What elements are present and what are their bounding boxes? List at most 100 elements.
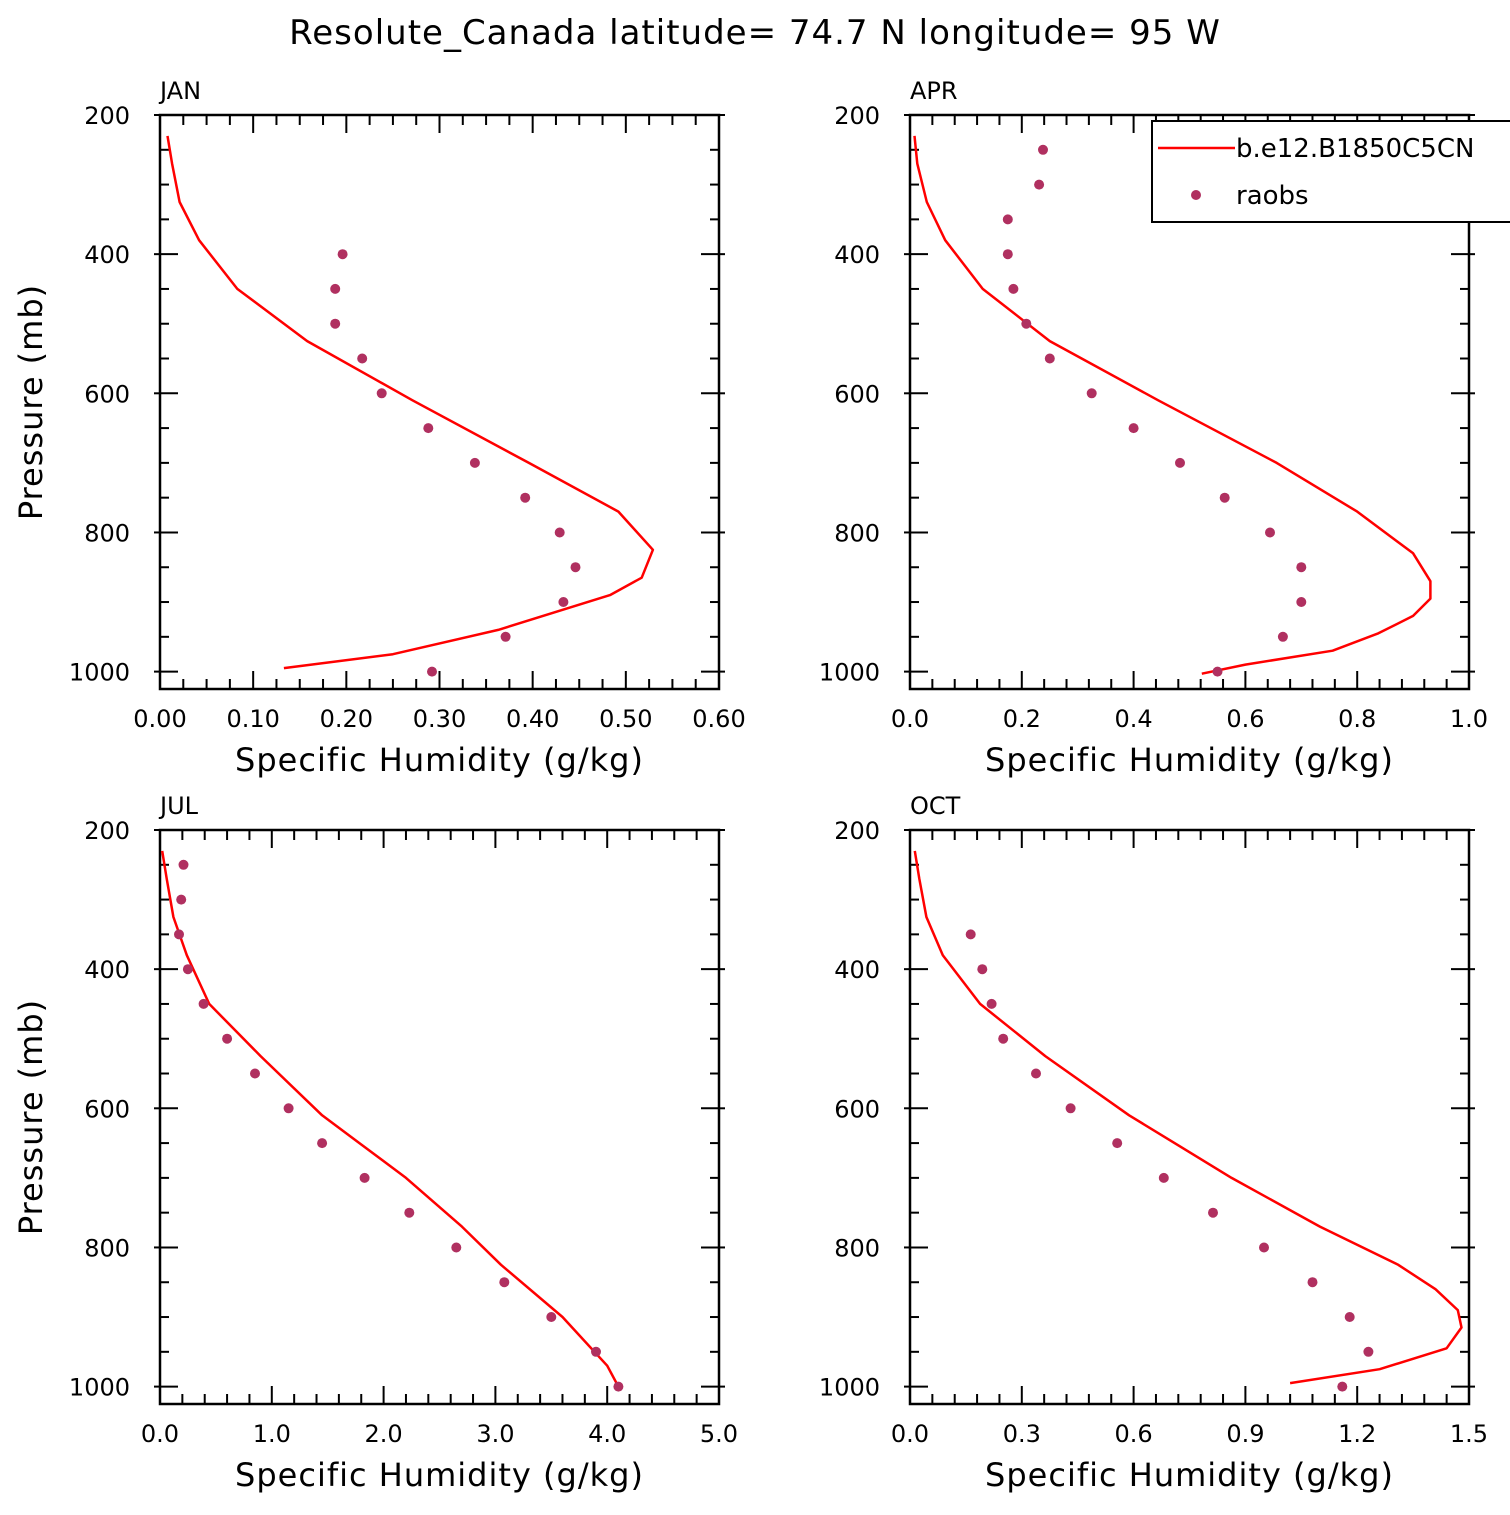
y-tick-label: 400: [84, 956, 130, 984]
x-axis-label: Specific Humidity (g/kg): [235, 741, 644, 779]
y-tick-label: 400: [834, 241, 880, 269]
y-tick-label: 400: [834, 956, 880, 984]
x-tick-label: 2.0: [365, 1420, 403, 1448]
obs-point: [404, 1207, 415, 1218]
panel-jan: JAN 0.00 0.10 0.20 0.30 0.40 0.50 0.60 200 400 600…: [12, 77, 746, 779]
obs-point: [222, 1033, 233, 1044]
obs-point: [1112, 1138, 1123, 1149]
y-tick-label: 200: [84, 102, 130, 130]
x-axis-label: Specific Humidity (g/kg): [985, 1456, 1394, 1494]
obs-point: [546, 1312, 557, 1322]
legend-obs-marker: [1191, 190, 1201, 200]
legend-box: [1151, 120, 1510, 223]
legend-model-label: b.e12.B1850C5CN: [1236, 134, 1474, 164]
y-tick-label: 800: [84, 519, 130, 547]
y-tick-label: 600: [84, 1095, 130, 1123]
obs-point: [1175, 457, 1185, 468]
obs-point: [357, 353, 368, 364]
y-tick-label: 400: [84, 241, 130, 269]
plot-frame: [158, 113, 721, 691]
y-axis-label: Pressure (mb): [12, 999, 50, 1235]
x-tick-label: 1.2: [1338, 1420, 1376, 1448]
x-tick-label: 0.20: [320, 705, 373, 733]
x-tick-label: 3.0: [476, 1420, 514, 1448]
x-tick-label: 0.40: [506, 705, 559, 733]
obs-point: [1259, 1242, 1269, 1253]
obs-point: [1296, 562, 1307, 573]
y-axis-label: Pressure (mb): [12, 284, 50, 520]
obs-point: [1363, 1346, 1374, 1357]
obs-point: [1128, 423, 1139, 434]
y-tick-label: 200: [834, 817, 880, 845]
y-tick-label: 200: [834, 102, 880, 130]
x-axis-label: Specific Humidity (g/kg): [985, 741, 1394, 779]
obs-point: [1265, 527, 1275, 538]
obs-point: [1219, 492, 1230, 503]
obs-point: [359, 1172, 370, 1183]
x-tick-label: 0.8: [1338, 705, 1376, 733]
obs-point: [337, 249, 348, 260]
model-line: [913, 135, 1432, 675]
obs-point: [174, 929, 184, 940]
obs-point: [1021, 318, 1032, 329]
panel-jul: JUL 0.0 1.0 2.0 3.0 4.0 5.0 200 400 600 800 1000 Spe…: [12, 792, 738, 1494]
obs-point: [613, 1381, 624, 1392]
y-tick-label: 1000: [819, 1374, 880, 1402]
obs-point: [283, 1103, 294, 1114]
obs-point: [423, 423, 434, 434]
obs-point: [176, 894, 187, 905]
x-tick-label: 0.4: [1115, 705, 1153, 733]
model-line: [160, 850, 620, 1388]
y-tick-label: 800: [84, 1234, 130, 1262]
y-tick-label: 1000: [69, 659, 130, 687]
y-tick-label: 600: [84, 380, 130, 408]
obs-point: [1307, 1277, 1318, 1288]
x-tick-label: 1.5: [1450, 1420, 1488, 1448]
x-axis-label: Specific Humidity (g/kg): [235, 1456, 644, 1494]
obs-point: [1208, 1207, 1218, 1218]
obs-point: [427, 666, 437, 677]
obs-point: [250, 1068, 260, 1079]
obs-point: [1296, 597, 1307, 607]
obs-point: [1158, 1172, 1169, 1183]
obs-point: [1044, 353, 1055, 364]
obs-point: [376, 388, 387, 399]
obs-point: [1337, 1381, 1348, 1392]
x-tick-label: 0.9: [1226, 1420, 1264, 1448]
obs-point: [1002, 249, 1013, 260]
model-line: [913, 850, 1463, 1385]
panel-oct: OCT 0.0 0.3 0.6 0.9 1.2 1.5 200 400 600 800 1000 Spe…: [819, 792, 1488, 1494]
obs-point: [998, 1033, 1009, 1044]
y-tick-label: 1000: [69, 1374, 130, 1402]
obs-point: [1038, 144, 1048, 155]
obs-point: [554, 527, 565, 538]
x-tick-label: 0.6: [1115, 1420, 1153, 1448]
panels: JAN 0.00 0.10 0.20 0.30 0.40 0.50 0.60 200 400 600…: [12, 77, 1488, 1494]
obs-point: [1212, 666, 1223, 677]
x-tick-label: 0.30: [413, 705, 466, 733]
obs-point: [499, 1277, 510, 1288]
obs-point: [178, 859, 189, 870]
obs-point: [965, 929, 976, 940]
plot-frame: [908, 113, 1471, 691]
obs-point: [1034, 179, 1045, 190]
x-tick-label: 0.0: [891, 705, 929, 733]
obs-point: [198, 998, 209, 1009]
obs-point: [986, 998, 997, 1009]
x-tick-label: 0.6: [1226, 705, 1264, 733]
obs-point: [1344, 1312, 1355, 1322]
legend-obs-label: raobs: [1236, 181, 1309, 211]
figure-title: Resolute_Canada latitude= 74.7 N longitu…: [289, 13, 1221, 53]
obs-point: [1065, 1103, 1076, 1114]
obs-point: [469, 457, 480, 468]
obs-point: [1002, 214, 1013, 225]
y-tick-label: 200: [84, 817, 130, 845]
x-tick-label: 4.0: [588, 1420, 626, 1448]
obs-point: [558, 597, 569, 607]
x-tick-label: 0.10: [226, 705, 279, 733]
obs-point: [977, 964, 988, 975]
obs-point: [1031, 1068, 1041, 1079]
obs-point: [330, 318, 341, 329]
